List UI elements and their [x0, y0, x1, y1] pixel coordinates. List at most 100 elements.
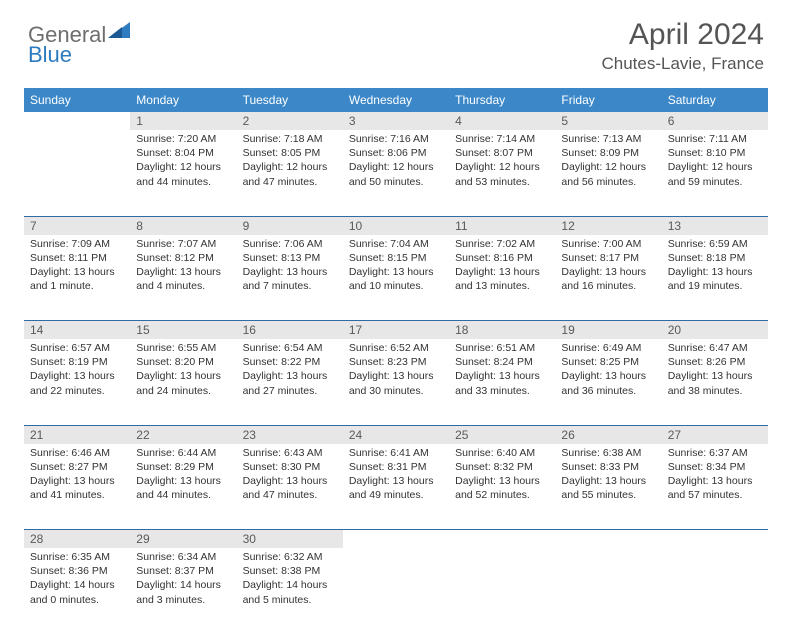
day-body: Sunrise: 6:49 AMSunset: 8:25 PMDaylight:…	[555, 339, 661, 402]
day-number-cell: 26	[555, 425, 661, 444]
day-body: Sunrise: 6:51 AMSunset: 8:24 PMDaylight:…	[449, 339, 555, 402]
day-body-cell: Sunrise: 6:40 AMSunset: 8:32 PMDaylight:…	[449, 444, 555, 530]
day-body-cell	[343, 548, 449, 634]
day-body-cell: Sunrise: 7:07 AMSunset: 8:12 PMDaylight:…	[130, 235, 236, 321]
day-body-cell	[662, 548, 768, 634]
day-number-cell: 14	[24, 321, 130, 340]
day-number: 20	[662, 321, 768, 339]
day-number: 28	[24, 530, 130, 548]
weekday-header: Monday	[130, 88, 236, 112]
day-body-cell: Sunrise: 7:02 AMSunset: 8:16 PMDaylight:…	[449, 235, 555, 321]
day-number-cell: 6	[662, 112, 768, 130]
calendar-content-row: Sunrise: 6:35 AMSunset: 8:36 PMDaylight:…	[24, 548, 768, 634]
calendar-body: 123456Sunrise: 7:20 AMSunset: 8:04 PMDay…	[24, 112, 768, 634]
day-body-cell: Sunrise: 6:38 AMSunset: 8:33 PMDaylight:…	[555, 444, 661, 530]
day-number: 10	[343, 217, 449, 235]
day-number: 23	[237, 426, 343, 444]
calendar-table: SundayMondayTuesdayWednesdayThursdayFrid…	[24, 88, 768, 634]
title-block: April 2024 Chutes-Lavie, France	[601, 18, 764, 74]
day-number: 27	[662, 426, 768, 444]
day-body-cell: Sunrise: 6:49 AMSunset: 8:25 PMDaylight:…	[555, 339, 661, 425]
day-number: 3	[343, 112, 449, 130]
day-body-cell	[449, 548, 555, 634]
day-number: 17	[343, 321, 449, 339]
day-number: 4	[449, 112, 555, 130]
day-body: Sunrise: 6:55 AMSunset: 8:20 PMDaylight:…	[130, 339, 236, 402]
day-body: Sunrise: 7:11 AMSunset: 8:10 PMDaylight:…	[662, 130, 768, 193]
day-body: Sunrise: 6:37 AMSunset: 8:34 PMDaylight:…	[662, 444, 768, 507]
day-number: 29	[130, 530, 236, 548]
day-body: Sunrise: 6:35 AMSunset: 8:36 PMDaylight:…	[24, 548, 130, 611]
day-body: Sunrise: 7:07 AMSunset: 8:12 PMDaylight:…	[130, 235, 236, 298]
day-number-cell: 4	[449, 112, 555, 130]
calendar-content-row: Sunrise: 6:46 AMSunset: 8:27 PMDaylight:…	[24, 444, 768, 530]
calendar-content-row: Sunrise: 6:57 AMSunset: 8:19 PMDaylight:…	[24, 339, 768, 425]
day-number-cell: 20	[662, 321, 768, 340]
day-number-cell	[449, 530, 555, 549]
day-body-cell	[555, 548, 661, 634]
day-number: 5	[555, 112, 661, 130]
day-number: 21	[24, 426, 130, 444]
day-body-cell: Sunrise: 6:44 AMSunset: 8:29 PMDaylight:…	[130, 444, 236, 530]
day-body-cell: Sunrise: 6:34 AMSunset: 8:37 PMDaylight:…	[130, 548, 236, 634]
day-body-cell: Sunrise: 6:47 AMSunset: 8:26 PMDaylight:…	[662, 339, 768, 425]
day-body: Sunrise: 7:18 AMSunset: 8:05 PMDaylight:…	[237, 130, 343, 193]
day-number-cell: 11	[449, 216, 555, 235]
day-body: Sunrise: 7:13 AMSunset: 8:09 PMDaylight:…	[555, 130, 661, 193]
weekday-header: Saturday	[662, 88, 768, 112]
brand-triangle-icon	[108, 22, 130, 38]
day-number-cell: 8	[130, 216, 236, 235]
day-number-cell: 10	[343, 216, 449, 235]
day-number-cell: 3	[343, 112, 449, 130]
day-number: 1	[130, 112, 236, 130]
day-number: 30	[237, 530, 343, 548]
day-number-cell: 30	[237, 530, 343, 549]
day-body-cell: Sunrise: 6:57 AMSunset: 8:19 PMDaylight:…	[24, 339, 130, 425]
day-body: Sunrise: 6:44 AMSunset: 8:29 PMDaylight:…	[130, 444, 236, 507]
day-number-cell: 1	[130, 112, 236, 130]
brand-part2: Blue	[28, 42, 72, 67]
day-number: 15	[130, 321, 236, 339]
day-number	[662, 530, 768, 534]
day-body-cell: Sunrise: 6:41 AMSunset: 8:31 PMDaylight:…	[343, 444, 449, 530]
day-body-cell: Sunrise: 7:14 AMSunset: 8:07 PMDaylight:…	[449, 130, 555, 216]
day-number-cell	[555, 530, 661, 549]
day-body: Sunrise: 6:57 AMSunset: 8:19 PMDaylight:…	[24, 339, 130, 402]
title-location: Chutes-Lavie, France	[601, 54, 764, 74]
weekday-header-row: SundayMondayTuesdayWednesdayThursdayFrid…	[24, 88, 768, 112]
weekday-header: Thursday	[449, 88, 555, 112]
day-body: Sunrise: 6:38 AMSunset: 8:33 PMDaylight:…	[555, 444, 661, 507]
day-number	[343, 530, 449, 534]
weekday-header: Wednesday	[343, 88, 449, 112]
calendar-daynum-row: 14151617181920	[24, 321, 768, 340]
day-number: 6	[662, 112, 768, 130]
day-body-cell: Sunrise: 7:16 AMSunset: 8:06 PMDaylight:…	[343, 130, 449, 216]
day-body-cell: Sunrise: 6:35 AMSunset: 8:36 PMDaylight:…	[24, 548, 130, 634]
day-number-cell: 24	[343, 425, 449, 444]
calendar-content-row: Sunrise: 7:20 AMSunset: 8:04 PMDaylight:…	[24, 130, 768, 216]
day-number	[449, 530, 555, 534]
day-body-cell	[24, 130, 130, 216]
day-body: Sunrise: 7:14 AMSunset: 8:07 PMDaylight:…	[449, 130, 555, 193]
day-number	[555, 530, 661, 534]
calendar-daynum-row: 78910111213	[24, 216, 768, 235]
day-body: Sunrise: 7:16 AMSunset: 8:06 PMDaylight:…	[343, 130, 449, 193]
day-body: Sunrise: 7:06 AMSunset: 8:13 PMDaylight:…	[237, 235, 343, 298]
day-body: Sunrise: 6:47 AMSunset: 8:26 PMDaylight:…	[662, 339, 768, 402]
day-number-cell: 28	[24, 530, 130, 549]
day-number: 8	[130, 217, 236, 235]
day-number-cell: 19	[555, 321, 661, 340]
day-number-cell: 27	[662, 425, 768, 444]
day-body-cell: Sunrise: 7:18 AMSunset: 8:05 PMDaylight:…	[237, 130, 343, 216]
calendar-content-row: Sunrise: 7:09 AMSunset: 8:11 PMDaylight:…	[24, 235, 768, 321]
day-body-cell: Sunrise: 6:37 AMSunset: 8:34 PMDaylight:…	[662, 444, 768, 530]
day-body-cell: Sunrise: 7:04 AMSunset: 8:15 PMDaylight:…	[343, 235, 449, 321]
day-number: 16	[237, 321, 343, 339]
day-number: 26	[555, 426, 661, 444]
day-body: Sunrise: 6:41 AMSunset: 8:31 PMDaylight:…	[343, 444, 449, 507]
day-body: Sunrise: 6:40 AMSunset: 8:32 PMDaylight:…	[449, 444, 555, 507]
day-number: 12	[555, 217, 661, 235]
day-number-cell: 5	[555, 112, 661, 130]
day-body-cell: Sunrise: 7:20 AMSunset: 8:04 PMDaylight:…	[130, 130, 236, 216]
day-body-cell: Sunrise: 6:46 AMSunset: 8:27 PMDaylight:…	[24, 444, 130, 530]
